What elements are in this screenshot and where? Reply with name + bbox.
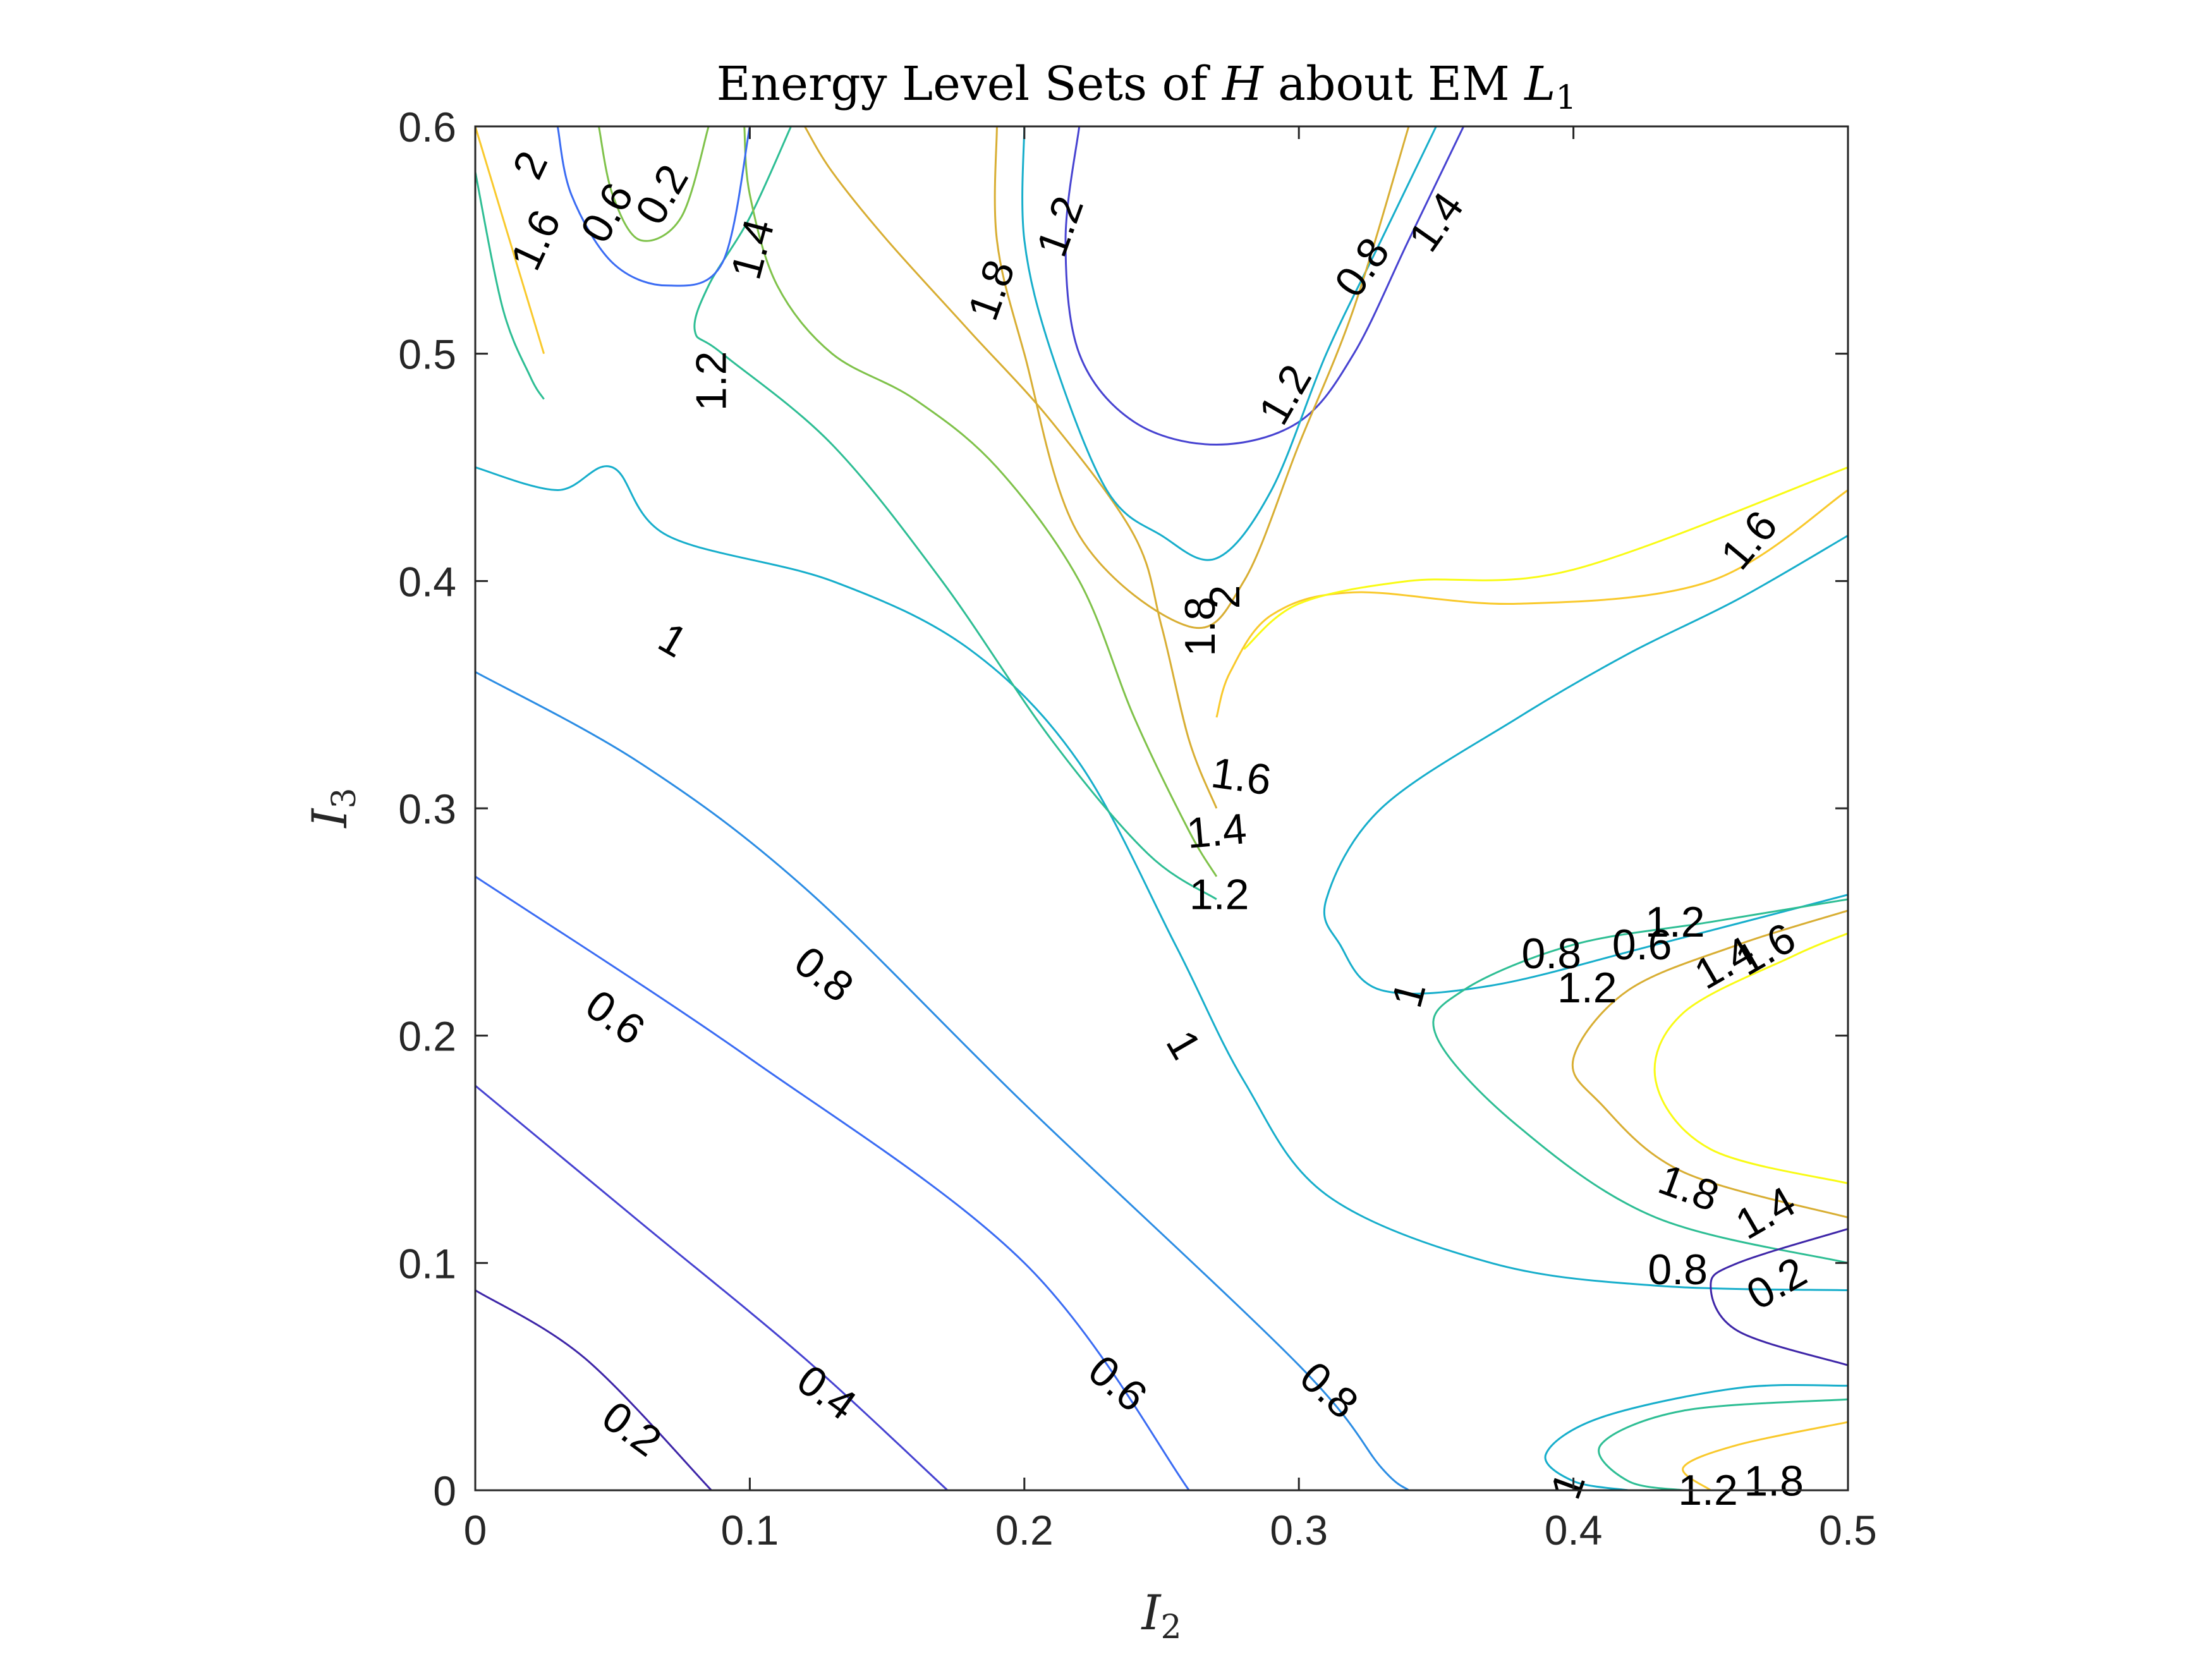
x-tick-label: 0.1 [721, 1507, 779, 1553]
x-tick-label: 0.3 [1270, 1507, 1328, 1553]
level-curve [1021, 126, 1437, 561]
contour-label: 0.6 [1612, 921, 1672, 969]
level-curve [598, 126, 710, 242]
level-curve [475, 1289, 712, 1490]
contour-label: 1.2 [688, 351, 736, 411]
y-tick-label: 0.1 [398, 1240, 456, 1287]
contour-label: 2 [1201, 585, 1249, 609]
x-axis-label: I2 [1140, 1584, 1181, 1646]
level-curve [556, 126, 751, 287]
contour-label: 0.8 [1648, 1246, 1708, 1294]
chart-title: Energy Level Sets of H about EM L1 [716, 57, 1576, 117]
contour-label: 1.4 [1185, 805, 1249, 858]
axis-ticks: 0 0.1 0.2 0.3 0.4 0.5 0 0.1 0.2 0.3 0.4 0.5 0.6 [398, 104, 1877, 1553]
y-axis-label: I3 [301, 787, 363, 829]
x-tick-label: 0.2 [995, 1507, 1054, 1553]
y-tick-label: 0.6 [398, 104, 456, 150]
level-curve [1323, 535, 1848, 995]
level-curve [1682, 1421, 1848, 1490]
contour-label: 1.2 [1645, 898, 1705, 946]
contour-label: 1.6 [1208, 748, 1274, 804]
level-curve [1064, 126, 1465, 446]
y-tick-label: 0.4 [398, 558, 456, 605]
x-tick-label: 0.5 [1819, 1507, 1877, 1553]
level-curve [1598, 1398, 1848, 1490]
level-curve [475, 126, 545, 355]
level-curve [1710, 1227, 1848, 1366]
level-curve [1215, 489, 1848, 718]
y-tick-label: 0 [433, 1468, 456, 1514]
level-curve [475, 671, 1409, 1490]
level-curve [475, 465, 1848, 1291]
level-curve [475, 171, 545, 400]
y-tick-label: 0.3 [398, 786, 456, 832]
contour-curves [475, 126, 1848, 1490]
contour-label: 1.8 [1744, 1457, 1804, 1505]
level-curve [1571, 909, 1848, 1218]
level-curve [994, 126, 1410, 629]
x-tick-label: 0 [464, 1507, 487, 1553]
contour-label: 1.2 [1557, 964, 1617, 1012]
level-curve [1653, 932, 1848, 1184]
y-tick-label: 0.5 [398, 331, 456, 378]
x-tick-label: 0.4 [1545, 1507, 1603, 1553]
level-curve [804, 126, 1218, 809]
level-curve [743, 126, 1218, 877]
level-curve [475, 875, 1190, 1490]
contour-label: 1.2 [1189, 871, 1249, 919]
y-tick-label: 0.2 [398, 1013, 456, 1060]
contour-label: 1.8 [1176, 597, 1224, 657]
contour-label: 0.8 [1522, 930, 1582, 978]
level-curve [1432, 898, 1848, 1264]
level-curve [1243, 466, 1848, 650]
level-curve [475, 1085, 949, 1490]
